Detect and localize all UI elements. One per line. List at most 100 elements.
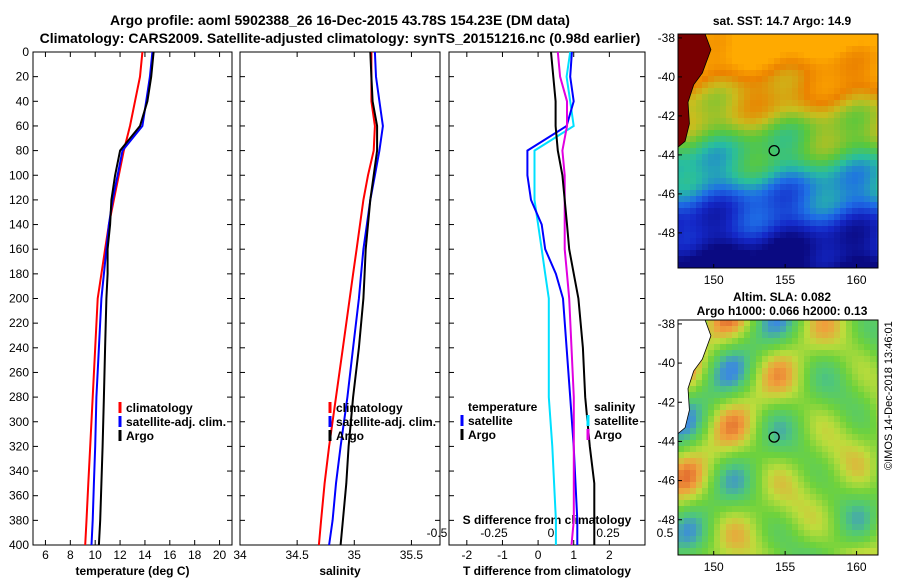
map-cell: [858, 172, 864, 178]
map-cell: [678, 208, 684, 214]
map-cell: [810, 410, 816, 416]
map-cell: [756, 232, 762, 238]
map-cell: [714, 172, 720, 178]
map-cell: [714, 262, 720, 268]
map-cell: [714, 404, 720, 410]
map-cell: [864, 356, 870, 362]
map-cell: [732, 148, 738, 154]
map-cell: [696, 136, 702, 142]
map-cell: [726, 374, 732, 380]
map-cell: [720, 476, 726, 482]
map-cell: [768, 100, 774, 106]
map-cell: [720, 380, 726, 386]
map-cell: [864, 482, 870, 488]
x-tick-label: -2: [461, 548, 472, 562]
map-cell: [774, 518, 780, 524]
sla-map-title-line1: Altim. SLA: 0.082: [732, 290, 832, 304]
map-cell: [798, 482, 804, 488]
map-cell: [876, 100, 878, 106]
map-cell: [822, 326, 828, 332]
map-cell: [774, 452, 780, 458]
map-cell: [768, 208, 774, 214]
map-cell: [756, 64, 762, 70]
map-cell: [786, 488, 792, 494]
map-cell: [864, 208, 870, 214]
map-cell: [720, 58, 726, 64]
map-cell: [792, 344, 798, 350]
map-cell: [720, 40, 726, 46]
map-cell: [732, 196, 738, 202]
map-cell: [684, 166, 690, 172]
map-cell: [726, 362, 732, 368]
map-cell: [810, 344, 816, 350]
map-cell: [810, 392, 816, 398]
map-cell: [744, 380, 750, 386]
map-cell: [816, 34, 822, 40]
map-cell: [846, 344, 852, 350]
map-cell: [828, 82, 834, 88]
map-cell: [762, 250, 768, 256]
map-cell: [840, 374, 846, 380]
map-cell: [774, 362, 780, 368]
map-cell: [828, 440, 834, 446]
map-cell: [822, 404, 828, 410]
map-cell: [756, 512, 762, 518]
map-cell: [714, 446, 720, 452]
map-cell: [684, 470, 690, 476]
map-cell: [846, 530, 852, 536]
map-cell: [876, 220, 878, 226]
map-cell: [702, 482, 708, 488]
map-cell: [858, 58, 864, 64]
map-cell: [870, 332, 876, 338]
map-cell: [702, 106, 708, 112]
x-tick-label: -1: [497, 548, 508, 562]
map-cell: [858, 548, 864, 554]
x-tick-label: 10: [89, 548, 103, 562]
map-cell: [852, 76, 858, 82]
map-cell: [876, 34, 878, 40]
map-cell: [834, 172, 840, 178]
x-tick-label: 2: [606, 548, 613, 562]
map-cell: [756, 256, 762, 262]
map-cell: [762, 196, 768, 202]
map-cell: [714, 500, 720, 506]
map-cell: [864, 350, 870, 356]
map-cell: [870, 256, 876, 262]
map-cell: [756, 410, 762, 416]
lat-tick-label: -44: [658, 434, 676, 448]
map-cell: [792, 404, 798, 410]
map-cell: [738, 506, 744, 512]
map-cell: [678, 220, 684, 226]
map-cell: [846, 398, 852, 404]
map-cell: [810, 52, 816, 58]
map-cell: [756, 238, 762, 244]
map-cell: [792, 160, 798, 166]
map-cell: [864, 136, 870, 142]
map-cell: [828, 94, 834, 100]
map-cell: [798, 518, 804, 524]
map-cell: [810, 542, 816, 548]
map-cell: [810, 470, 816, 476]
map-cell: [714, 482, 720, 488]
map-cell: [870, 356, 876, 362]
y-tick-label: 120: [9, 193, 29, 207]
land-mass: [678, 34, 712, 148]
map-cell: [798, 166, 804, 172]
map-cell: [804, 404, 810, 410]
map-cell: [762, 320, 768, 326]
map-cell: [810, 530, 816, 536]
map-cell: [834, 100, 840, 106]
map-cell: [780, 530, 786, 536]
map-cell: [864, 64, 870, 70]
map-cell: [828, 350, 834, 356]
map-cell: [750, 88, 756, 94]
map-cell: [798, 250, 804, 256]
map-cell: [774, 476, 780, 482]
map-cell: [816, 536, 822, 542]
map-cell: [696, 262, 702, 268]
map-cell: [726, 160, 732, 166]
map-cell: [768, 386, 774, 392]
map-cell: [804, 440, 810, 446]
map-cell: [726, 244, 732, 250]
map-cell: [744, 452, 750, 458]
